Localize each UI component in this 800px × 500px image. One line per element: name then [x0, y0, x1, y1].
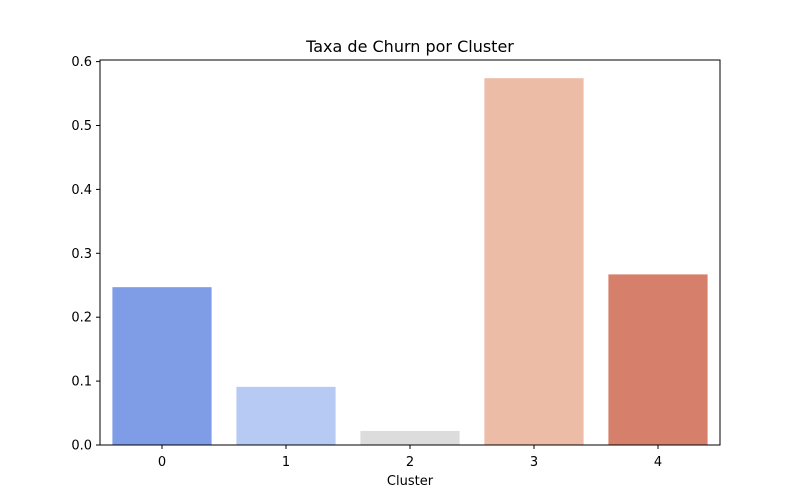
plot-frame	[99, 59, 721, 446]
x-tick-label: 4	[654, 455, 662, 470]
x-tick-label: 2	[406, 455, 414, 470]
bar-cluster-0	[112, 287, 212, 445]
y-tick-label: 0.4	[71, 183, 92, 198]
y-tick-label: 0.3	[71, 247, 92, 262]
bar-cluster-4	[608, 274, 708, 445]
x-tick-label: 3	[530, 455, 538, 470]
x-tick-label: 0	[158, 455, 166, 470]
bars-group	[112, 78, 708, 446]
x-axis: 0 1 2 3 4	[158, 445, 662, 470]
bar-cluster-2	[360, 430, 460, 445]
x-tick-label: 1	[282, 455, 290, 470]
y-tick-label: 0.1	[71, 375, 92, 390]
y-tick-label: 0.0	[71, 439, 92, 454]
y-axis: 0.0 0.1 0.2 0.3 0.4 0.5 0.6	[71, 55, 100, 454]
x-axis-label: Cluster	[387, 474, 434, 489]
bar-cluster-3	[484, 78, 584, 446]
y-tick-label: 0.5	[71, 119, 92, 134]
y-tick-label: 0.6	[71, 55, 92, 70]
bar-cluster-1	[236, 386, 336, 445]
y-tick-label: 0.2	[71, 311, 92, 326]
chart-title: Taxa de Churn por Cluster	[305, 37, 514, 56]
